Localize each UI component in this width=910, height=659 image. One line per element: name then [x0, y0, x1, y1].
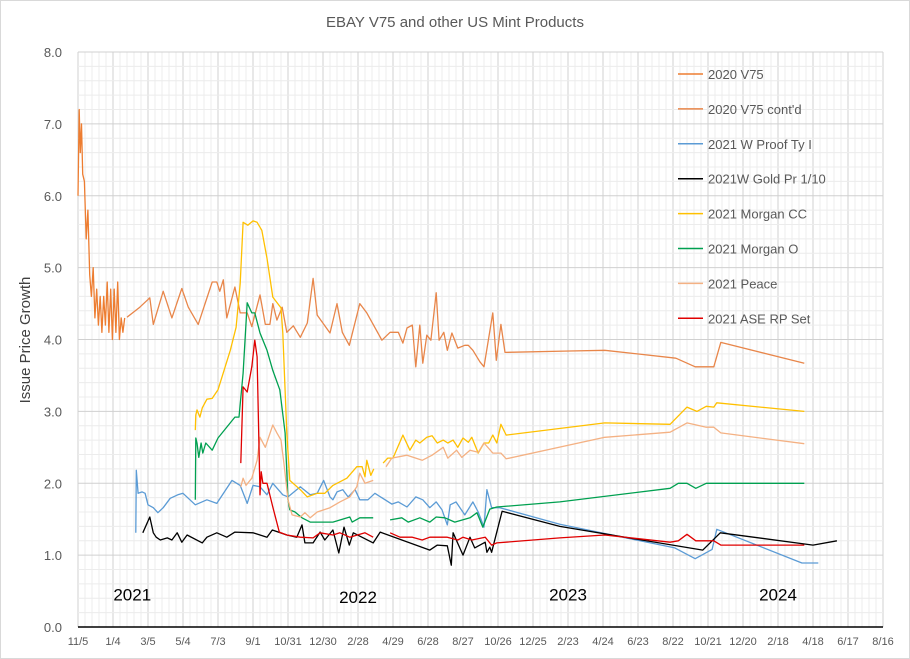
x-tick-label: 6/17: [837, 636, 858, 648]
legend-item: 2021 Peace: [678, 276, 777, 291]
x-tick-label: 12/25: [519, 636, 547, 648]
x-tick-label: 2/28: [347, 636, 368, 648]
legend-label: 2021 Peace: [708, 276, 777, 291]
legend: 2020 V75 2020 V75 cont'd 2021 W Proof Ty I…: [678, 67, 826, 326]
x-tick-label: 5/4: [175, 636, 190, 648]
y-tick-label: 7.0: [44, 117, 62, 132]
year-label: 2021: [113, 586, 151, 605]
y-tick-label: 4.0: [44, 333, 62, 348]
legend-item: 2020 V75 cont'd: [678, 102, 802, 117]
x-tick-label: 6/23: [627, 636, 648, 648]
x-tick-labels: 11/5 1/4 3/5 5/4 7/3 9/1 10/31 12/30 2/28 4/29 6/2…: [68, 636, 894, 648]
legend-label: 2020 V75: [708, 67, 764, 82]
legend-item: 2021W Gold Pr 1/10: [678, 172, 826, 187]
x-tick-label: 11/5: [68, 636, 89, 648]
x-tick-label: 9/1: [245, 636, 260, 648]
legend-label: 2021W Gold Pr 1/10: [708, 172, 826, 187]
legend-item: 2021 ASE RP Set: [678, 311, 811, 326]
year-label: 2024: [759, 586, 797, 605]
chart-title: EBAY V75 and other US Mint Products: [326, 14, 584, 31]
x-tick-label: 4/29: [382, 636, 403, 648]
x-tick-label: 8/16: [872, 636, 893, 648]
legend-item: 2021 Morgan CC: [678, 207, 807, 222]
x-tick-label: 12/30: [309, 636, 337, 648]
legend-label: 2021 ASE RP Set: [708, 311, 811, 326]
x-tick-label: 2/23: [557, 636, 578, 648]
series-line-4: [142, 510, 838, 566]
year-label: 2023: [549, 586, 587, 605]
y-tick-label: 5.0: [44, 261, 62, 276]
x-tick-label: 12/20: [729, 636, 757, 648]
legend-label: 2021 Morgan CC: [708, 207, 807, 222]
x-tick-label: 8/27: [452, 636, 473, 648]
legend-item: 2021 Morgan O: [678, 242, 798, 257]
year-labels: 2021 2022 2023 2024: [113, 586, 797, 607]
x-tick-label: 8/22: [662, 636, 683, 648]
series-line-1: [77, 108, 126, 341]
y-tick-label: 8.0: [44, 45, 62, 60]
series-line-2: [126, 277, 805, 368]
y-tick-label: 2.0: [44, 476, 62, 491]
x-tick-label: 4/18: [802, 636, 823, 648]
x-tick-label: 6/28: [417, 636, 438, 648]
series-line-3: [135, 469, 819, 564]
legend-label: 2021 Morgan O: [708, 242, 798, 257]
x-tick-label: 7/3: [210, 636, 225, 648]
y-tick-label: 0.0: [44, 620, 62, 635]
legend-item: 2021 W Proof Ty I: [678, 137, 812, 152]
series-line-5: [194, 220, 805, 498]
y-tick-label: 3.0: [44, 404, 62, 419]
x-tick-label: 2/18: [767, 636, 788, 648]
legend-label: 2020 V75 cont'd: [708, 102, 802, 117]
x-tick-label: 10/31: [274, 636, 302, 648]
gridlines: [77, 51, 884, 628]
x-tick-label: 1/4: [105, 636, 120, 648]
y-axis-label: Issue Price Growth: [17, 277, 34, 404]
legend-item: 2020 V75: [678, 67, 764, 82]
series-line-6: [194, 302, 805, 528]
x-tick-label: 3/5: [140, 636, 155, 648]
y-tick-label: 1.0: [44, 548, 62, 563]
series-line-7: [240, 422, 805, 519]
x-tick-label: 4/24: [592, 636, 613, 648]
x-tick-label: 10/26: [484, 636, 512, 648]
year-label: 2022: [339, 588, 377, 607]
x-tick-label: 10/21: [694, 636, 722, 648]
legend-label: 2021 W Proof Ty I: [708, 137, 812, 152]
series-lines: [77, 108, 838, 566]
y-tick-labels: 0.0 1.0 2.0 3.0 4.0 5.0 6.0 7.0 8.0: [44, 45, 62, 635]
y-tick-label: 6.0: [44, 189, 62, 204]
series-line-8: [240, 339, 805, 546]
